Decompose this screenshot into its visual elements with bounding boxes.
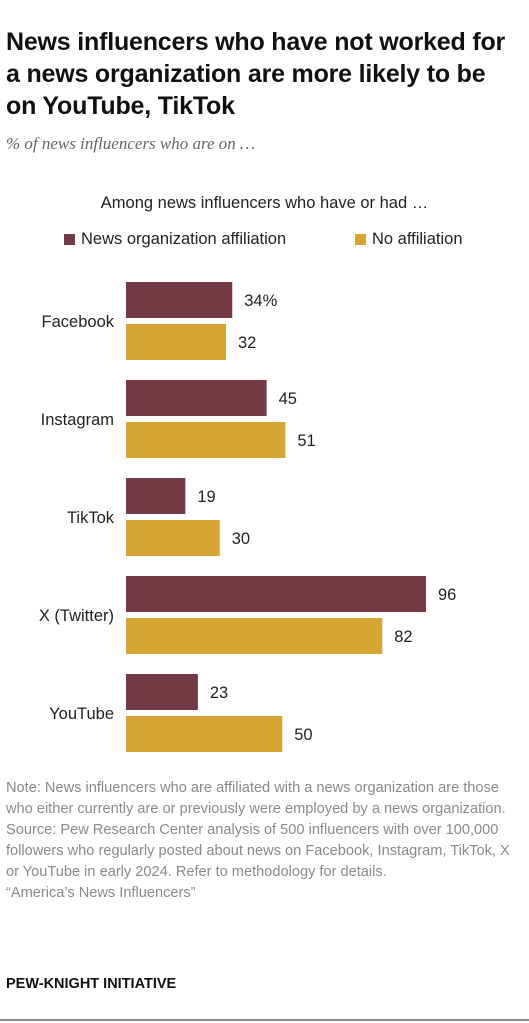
legend-swatch-affiliated [64, 234, 75, 245]
bar-tiktok-affiliated [126, 478, 186, 514]
value-label-instagram-affiliated: 45 [279, 390, 297, 408]
bar-tiktok-no-affiliation [126, 520, 220, 556]
legend-item-affiliated: News organization affiliation [64, 230, 286, 249]
legend-heading: Among news influencers who have or had … [100, 194, 429, 212]
note-text: Note: News influencers who are affiliate… [6, 780, 506, 817]
value-label-tiktok-affiliated: 19 [197, 488, 215, 506]
category-label-x-twitter: X (Twitter) [39, 607, 114, 625]
chart-subtitle: % of news influencers who are on … [6, 134, 256, 153]
bar-instagram-affiliated [126, 380, 267, 416]
value-label-facebook-no-affiliation: 32 [238, 334, 256, 352]
bar-chart: Facebook 34% 32 Instagram 45 51 TikTok 19 30 X (T… [39, 282, 456, 752]
legend-label-affiliated: News organization affiliation [81, 230, 287, 248]
legend-label-no-affiliation: No affiliation [372, 230, 463, 248]
value-label-youtube-affiliated: 23 [210, 684, 228, 702]
category-label-facebook: Facebook [42, 313, 115, 331]
bar-youtube-affiliated [126, 674, 198, 710]
category-label-instagram: Instagram [41, 411, 114, 429]
bottom-divider [0, 1019, 529, 1021]
legend-item-no-affiliation: No affiliation [355, 230, 463, 249]
bar-youtube-no-affiliation [126, 716, 283, 752]
bar-x-twitter-no-affiliation [126, 618, 383, 654]
category-label-tiktok: TikTok [67, 509, 115, 527]
bar-facebook-no-affiliation [126, 324, 226, 360]
bar-instagram-no-affiliation [126, 422, 286, 458]
chart-title: News influencers who have not worked for… [6, 28, 506, 120]
value-label-facebook-affiliated: 34% [244, 292, 277, 310]
legend-swatch-no-affiliation [355, 234, 366, 245]
chart-notes: Note: News influencers who are affiliate… [6, 778, 521, 904]
bar-facebook-affiliated [126, 282, 233, 318]
value-label-instagram-no-affiliation: 51 [297, 432, 315, 450]
brand-label: PEW-KNIGHT INITIATIVE [6, 976, 177, 992]
category-label-youtube: YouTube [49, 705, 114, 723]
source-text: Source: Pew Research Center analysis of … [6, 822, 510, 880]
value-label-tiktok-no-affiliation: 30 [232, 530, 250, 548]
value-label-youtube-no-affiliation: 50 [294, 726, 312, 744]
bar-x-twitter-affiliated [126, 576, 426, 612]
value-label-x-twitter-no-affiliation: 82 [394, 628, 412, 646]
value-label-x-twitter-affiliated: 96 [438, 586, 456, 604]
report-title: “America’s News Influencers” [6, 885, 196, 901]
